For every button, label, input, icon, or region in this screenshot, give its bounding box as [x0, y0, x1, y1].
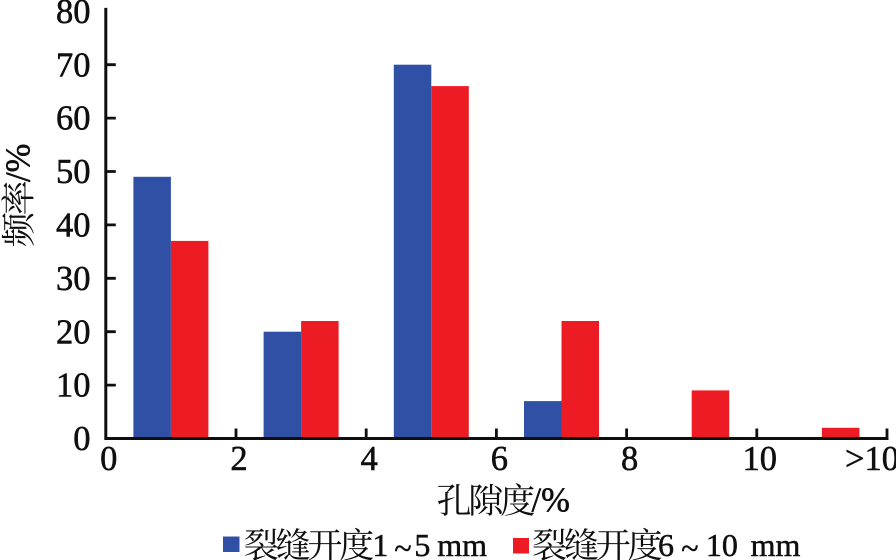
svg-text:~: ~ — [394, 530, 411, 560]
svg-text:20: 20 — [56, 313, 91, 351]
svg-text:80: 80 — [56, 0, 91, 31]
svg-text:10: 10 — [706, 527, 738, 560]
svg-text:50: 50 — [56, 153, 91, 191]
svg-text:~: ~ — [681, 530, 698, 560]
svg-text:10: 10 — [743, 440, 778, 478]
svg-text:6: 6 — [491, 440, 508, 478]
svg-text:0: 0 — [100, 440, 117, 478]
svg-text:60: 60 — [56, 100, 91, 138]
svg-text:5: 5 — [414, 527, 430, 560]
svg-text:40: 40 — [56, 207, 91, 245]
svg-text:2: 2 — [230, 440, 247, 478]
svg-text:mm: mm — [751, 527, 801, 560]
svg-text:70: 70 — [56, 46, 91, 84]
svg-text:8: 8 — [621, 440, 638, 478]
svg-text:4: 4 — [361, 440, 378, 478]
svg-text:30: 30 — [56, 260, 91, 298]
svg-text:1: 1 — [372, 527, 388, 560]
svg-text:0: 0 — [73, 420, 90, 458]
svg-text:/%: /% — [0, 144, 37, 182]
svg-text:10: 10 — [56, 367, 91, 405]
svg-text:mm: mm — [437, 527, 487, 560]
svg-text:/%: /% — [532, 482, 570, 520]
svg-text:6: 6 — [658, 527, 674, 560]
svg-text:>10: >10 — [845, 440, 896, 478]
